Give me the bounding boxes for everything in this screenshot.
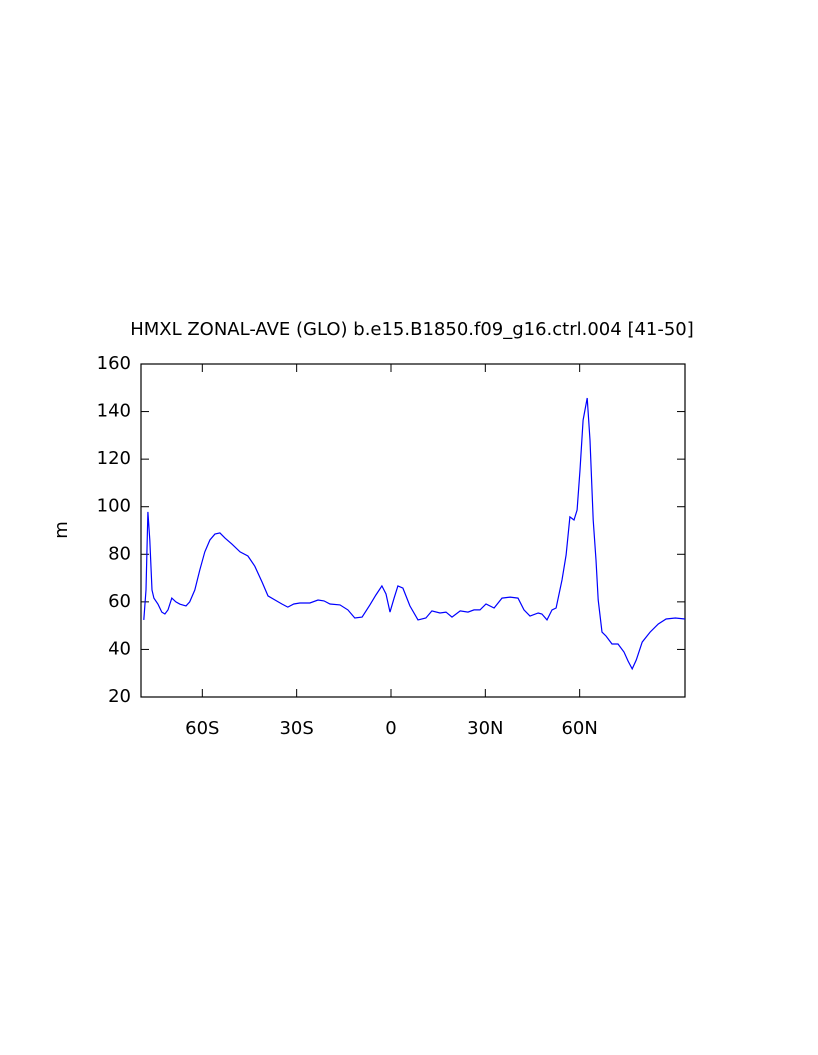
y-tick-label: 20 xyxy=(108,686,131,707)
y-tick-label: 40 xyxy=(108,638,131,659)
x-tick-label: 30S xyxy=(279,718,313,739)
y-tick-label: 140 xyxy=(97,401,131,422)
x-tick-label: 0 xyxy=(385,718,396,739)
x-tick-label: 30N xyxy=(467,718,503,739)
y-tick-label: 100 xyxy=(97,496,131,517)
y-axis-label: m xyxy=(51,521,72,539)
y-tick-label: 120 xyxy=(97,448,131,469)
data-line xyxy=(143,397,686,671)
plot-frame xyxy=(140,363,686,698)
chart-title: HMXL ZONAL-AVE (GLO) b.e15.B1850.f09_g16… xyxy=(130,319,694,340)
x-tick-label: 60N xyxy=(561,718,597,739)
y-tick-label: 80 xyxy=(108,543,131,564)
y-tick-label: 160 xyxy=(97,353,131,374)
y-tick-label: 60 xyxy=(108,591,131,612)
x-tick-label: 60S xyxy=(185,718,219,739)
